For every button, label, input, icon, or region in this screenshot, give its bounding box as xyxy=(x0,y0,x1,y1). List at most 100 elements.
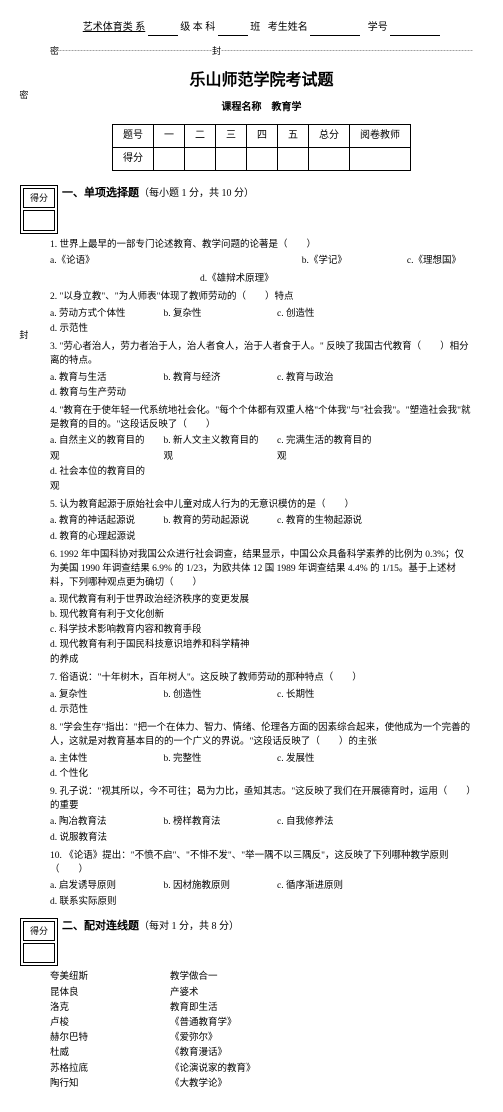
dept-label: 艺术体育类 系 xyxy=(83,22,146,33)
q5-opts: a. 教育的神话起源说 b. 教育的劳动起源说 c. 教育的生物起源说 d. 教… xyxy=(50,514,473,544)
pair-head-right: 教学做合一 xyxy=(170,970,218,985)
q9-b: b. 榜样教育法 xyxy=(164,815,266,830)
q4-c: c. 完满生活的教育目的观 xyxy=(277,434,379,464)
q5-c: c. 教育的生物起源说 xyxy=(277,514,379,529)
th-num: 题号 xyxy=(113,124,154,147)
q7-d: d. 示范性 xyxy=(50,703,152,718)
section-1-tail: （每小题 1 分，共 10 分） xyxy=(139,188,254,199)
q2-d: d. 示范性 xyxy=(50,322,152,337)
margin-seal: 密 xyxy=(16,90,30,99)
pair-row: 陶行知《大教学论》 xyxy=(50,1077,473,1092)
q2-b: b. 复杂性 xyxy=(164,307,266,322)
q9-opts: a. 陶冶教育法 b. 榜样教育法 c. 自我修养法 d. 说服教育法 xyxy=(50,815,473,845)
name-blank xyxy=(310,24,360,36)
q3-a: a. 教育与生活 xyxy=(50,371,152,386)
course-label: 课程名称 xyxy=(222,102,262,113)
q10-a: a. 启发诱导原则 xyxy=(50,879,152,894)
td-3 xyxy=(216,147,247,170)
pair-row: 苏格拉底《论演说家的教育》 xyxy=(50,1062,473,1077)
q7-a: a. 复杂性 xyxy=(50,688,152,703)
q2-opts: a. 劳动方式个体性 b. 复杂性 c. 创造性 d. 示范性 xyxy=(50,307,473,337)
pair-right: 《普通教育学》 xyxy=(170,1016,237,1031)
q9-d: d. 说服教育法 xyxy=(50,831,152,846)
pair-right: 《论演说家的教育》 xyxy=(170,1062,256,1077)
pair-left: 杜威 xyxy=(50,1046,170,1061)
section-2-scorebox: 得分 xyxy=(20,918,58,967)
course-value: 教育学 xyxy=(272,102,302,113)
th-5: 五 xyxy=(278,124,309,147)
th-3: 三 xyxy=(216,124,247,147)
q8-c: c. 发展性 xyxy=(277,752,379,767)
td-total xyxy=(309,147,350,170)
td-5 xyxy=(278,147,309,170)
pair-head: 夸美纽斯 教学做合一 xyxy=(50,970,473,985)
seal-line: 密┄┄┄┄┄┄┄┄┄┄┄┄┄┄┄┄┄封┄┄┄┄┄┄┄┄┄┄┄┄┄┄┄┄┄┄┄┄┄… xyxy=(50,44,473,58)
pair-row: 杜威《教育漫话》 xyxy=(50,1046,473,1061)
q1-stem: 1. 世界上最早的一部专门论述教育、教学问题的论著是（ ） xyxy=(50,238,473,252)
page-title: 乐山师范学院考试题 xyxy=(50,68,473,94)
id-label: 学号 xyxy=(368,22,388,33)
name-label: 考生姓名 xyxy=(268,22,308,33)
pair-right: 《大教学论》 xyxy=(170,1077,227,1092)
q8-d: d. 个性化 xyxy=(50,767,152,782)
q2-a: a. 劳动方式个体性 xyxy=(50,307,152,322)
th-total: 总分 xyxy=(309,124,350,147)
q10-opts: a. 启发诱导原则 b. 因材施教原则 c. 循序渐进原则 d. 联系实际原则 xyxy=(50,879,473,909)
q5-d: d. 教育的心理起源说 xyxy=(50,530,152,545)
q4-d: d. 社会本位的教育目的观 xyxy=(50,465,152,495)
q10-d: d. 联系实际原则 xyxy=(50,895,152,910)
level-label: 级 本 科 xyxy=(180,22,215,33)
q10-stem: 10. 《论语》提出："不愤不启"、"不悱不发"、"举一隅不以三隅反"，这反映了… xyxy=(50,849,473,878)
q7-stem: 7. 俗语说："十年树木，百年树人"。这反映了教师劳动的那种特点（ ） xyxy=(50,671,473,685)
pair-left: 洛克 xyxy=(50,1001,170,1016)
q9-stem: 9. 孔子说："视其所以，今不可往；曷为力比，亟知其志。"这反映了我们在开展德育… xyxy=(50,785,473,814)
section-1-scorebox: 得分 xyxy=(20,185,58,234)
q8-stem: 8. "学会生存"指出："把一个在体力、智力、情绪、伦理各方面的因素综合起来，使… xyxy=(50,721,473,750)
q2-stem: 2. "以身立教"、"为人师表"体现了教师劳动的（ ）特点 xyxy=(50,290,473,304)
pair-row: 昆体良产婆术 xyxy=(50,986,473,1001)
class-blank xyxy=(218,24,248,36)
section-2-head: 二、配对连线题 xyxy=(62,920,139,932)
scorebox-blank xyxy=(23,210,55,230)
pair-row: 赫尔巴特《爱弥尔》 xyxy=(50,1031,473,1046)
q6-d: d. 现代教育有利于国民科技意识培养和科学精神的养成 xyxy=(50,638,257,668)
q6-c: c. 科学技术影响教育内容和教育手段 xyxy=(50,623,257,638)
td-4 xyxy=(247,147,278,170)
id-blank xyxy=(390,24,440,36)
pair-head-left: 夸美纽斯 xyxy=(50,970,170,985)
class-suffix: 班 xyxy=(250,22,260,33)
th-2: 二 xyxy=(185,124,216,147)
q8-opts: a. 主体性 b. 完整性 c. 发展性 d. 个性化 xyxy=(50,752,473,782)
pair-right: 《爱弥尔》 xyxy=(170,1031,218,1046)
q2-c: c. 创造性 xyxy=(277,307,379,322)
q10-c: c. 循序渐进原则 xyxy=(277,879,379,894)
pair-right: 产婆术 xyxy=(170,986,199,1001)
q1-c: c.《理想国》 xyxy=(407,254,461,269)
q3-b: b. 教育与经济 xyxy=(164,371,266,386)
score-table: 题号 一 二 三 四 五 总分 阅卷教师 得分 xyxy=(112,124,411,171)
q1-d: d.《雄辩术原理》 xyxy=(200,272,274,287)
pair-right: 教育即生活 xyxy=(170,1001,218,1016)
td-grader xyxy=(350,147,411,170)
q7-c: c. 长期性 xyxy=(277,688,379,703)
section-1-head: 一、单项选择题 xyxy=(62,187,139,199)
pair-left: 苏格拉底 xyxy=(50,1062,170,1077)
q4-stem: 4. "教育在于使年轻一代系统地社会化。"每个个体都有双重人格"个体我"与"社会… xyxy=(50,404,473,433)
q3-opts: a. 教育与生活 b. 教育与经济 c. 教育与政治 d. 教育与生产劳动 xyxy=(50,371,473,401)
score-table-header-row: 题号 一 二 三 四 五 总分 阅卷教师 xyxy=(113,124,411,147)
pair-left: 卢梭 xyxy=(50,1016,170,1031)
q6-b: b. 现代教育有利于文化创新 xyxy=(50,608,257,623)
dept-blank xyxy=(148,24,178,36)
section-2-row: 得分 二、配对连线题（每对 1 分，共 8 分） xyxy=(20,918,473,967)
q4-b: b. 新人文主义教育目的观 xyxy=(164,434,266,464)
q6-stem: 6. 1992 年中国科协对我国公众进行社会调查，结果显示，中国公众具备科学素养… xyxy=(50,548,473,591)
scorebox2-label: 得分 xyxy=(23,921,55,941)
exam-header: 艺术体育类 系 级 本 科 班 考生姓名 学号 xyxy=(50,20,473,36)
margin-fold: 封 xyxy=(16,330,30,339)
q7-opts: a. 复杂性 b. 创造性 c. 长期性 d. 示范性 xyxy=(50,688,473,718)
q8-b: b. 完整性 xyxy=(164,752,266,767)
pair-left: 陶行知 xyxy=(50,1077,170,1092)
course-line: 课程名称 教育学 xyxy=(50,100,473,116)
td-score-label: 得分 xyxy=(113,147,154,170)
q1-opts2: d.《雄辩术原理》 xyxy=(50,272,473,287)
